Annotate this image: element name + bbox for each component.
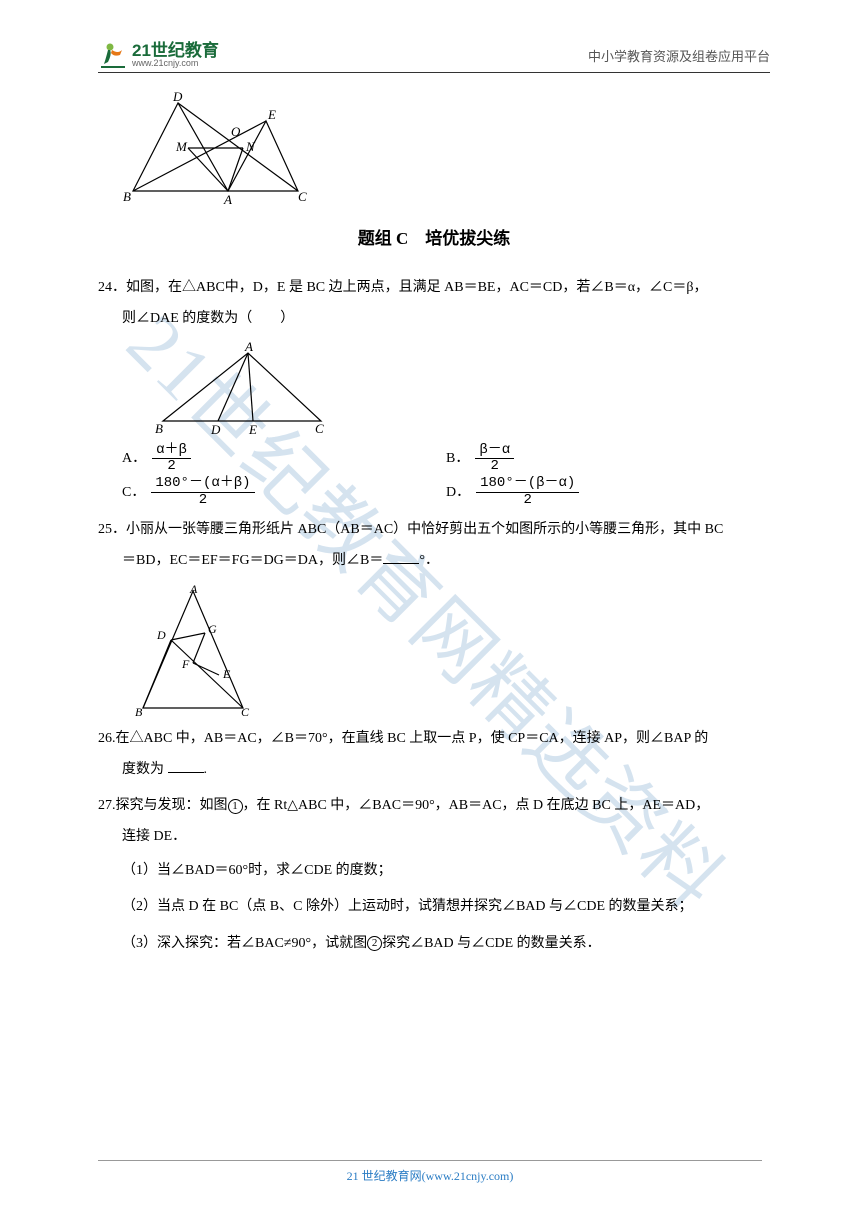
svg-text:M: M xyxy=(175,139,188,154)
q24-text: 如图，在△ABC中，D，E 是 BC 边上两点，且满足 AB＝BE，AC＝CD，… xyxy=(126,280,708,295)
q24-optC-label: C． xyxy=(122,476,145,510)
svg-text:D: D xyxy=(156,628,166,642)
content: D E O M N B A C 题组 C 培优拔尖练 24．如图，在△ABC中，… xyxy=(98,91,770,962)
svg-text:E: E xyxy=(222,667,231,681)
svg-text:O: O xyxy=(231,124,241,139)
q27-circ2: 2 xyxy=(367,936,382,951)
q26-text1: 在△ABC 中，AB＝AC，∠B＝70°，在直线 BC 上取一点 P，使 CP＝… xyxy=(116,731,709,746)
svg-text:F: F xyxy=(181,657,190,671)
page-footer: 21 世纪教育网(www.21cnjy.com) xyxy=(98,1160,762,1184)
figure-q24: A B D E C xyxy=(153,341,770,436)
logo-icon xyxy=(98,40,128,70)
logo: 21世纪教育 www.21cnjy.com xyxy=(98,40,219,70)
q27-text1b: ，在 Rt△ABC 中，∠BAC＝90°，AB＝AC，点 D 在底边 BC 上，… xyxy=(243,798,710,813)
svg-text:D: D xyxy=(210,422,221,436)
q25-text2: ＝BD，EC＝EF＝FG＝DG＝DA，则∠B＝ xyxy=(122,553,383,568)
svg-text:E: E xyxy=(248,422,257,436)
q25-text1: 小丽从一张等腰三角形纸片 ABC（AB＝AC）中恰好剪出五个如图所示的小等腰三角… xyxy=(126,522,723,537)
q27-num: 27. xyxy=(98,798,116,813)
q24-option-c: C． 180°－(α＋β)2 xyxy=(122,476,446,510)
figure-q23: D E O M N B A C xyxy=(118,91,770,206)
question-25: 25．小丽从一张等腰三角形纸片 ABC（AB＝AC）中恰好剪出五个如图所示的小等… xyxy=(98,515,770,718)
header-right-text: 中小学教育资源及组卷应用平台 xyxy=(588,46,770,65)
q25-blank[interactable] xyxy=(383,550,419,564)
page-header: 21世纪教育 www.21cnjy.com 中小学教育资源及组卷应用平台 xyxy=(98,40,770,73)
q27-sub2: （2）当点 D 在 BC（点 B、C 除外）上运动时，试猜想并探究∠BAD 与∠… xyxy=(98,889,770,925)
svg-text:C: C xyxy=(241,705,250,718)
svg-text:N: N xyxy=(245,139,256,154)
question-26: 26.在△ABC 中，AB＝AC，∠B＝70°，在直线 BC 上取一点 P，使 … xyxy=(98,724,770,786)
svg-text:E: E xyxy=(267,107,276,122)
q25-text2-suffix: °． xyxy=(419,553,439,568)
q24-optA-label: A． xyxy=(122,442,146,476)
svg-text:D: D xyxy=(172,91,183,104)
q24-optD-label: D． xyxy=(446,476,470,510)
page-container: 21世纪教育 www.21cnjy.com 中小学教育资源及组卷应用平台 D E xyxy=(0,0,860,1216)
q24-text2: 则∠DAE 的度数为（ ） xyxy=(98,304,770,335)
svg-text:C: C xyxy=(298,189,307,204)
q24-option-a: A． α＋β2 xyxy=(122,442,446,476)
q27-circ1: 1 xyxy=(228,799,243,814)
svg-text:A: A xyxy=(189,583,198,596)
q24-option-b: B． β－α2 xyxy=(446,442,770,476)
question-24: 24．如图，在△ABC中，D，E 是 BC 边上两点，且满足 AB＝BE，AC＝… xyxy=(98,273,770,509)
logo-url: www.21cnjy.com xyxy=(132,59,219,68)
q26-text2-suffix: . xyxy=(204,762,208,777)
q24-num: 24． xyxy=(98,280,126,295)
q27-text1: 探究与发现：如图 xyxy=(116,798,228,813)
q24-option-d: D． 180°－(β－α)2 xyxy=(446,476,770,510)
logo-cn: 21世纪教育 xyxy=(132,42,219,59)
section-title: 题组 C 培优拔尖练 xyxy=(98,220,770,257)
q27-sub3: （3）深入探究：若∠BAC≠90°，试就图2探究∠BAD 与∠CDE 的数量关系… xyxy=(98,926,770,962)
q26-num: 26. xyxy=(98,731,116,746)
svg-text:C: C xyxy=(315,421,324,436)
svg-text:B: B xyxy=(155,421,163,436)
q26-blank[interactable] xyxy=(168,759,204,773)
q26-text2: 度数为 xyxy=(122,762,168,777)
figure-q25: A D G F E B C xyxy=(133,583,770,718)
q24-optB-label: B． xyxy=(446,442,469,476)
svg-text:A: A xyxy=(223,192,232,206)
svg-text:A: A xyxy=(244,341,253,354)
logo-text-block: 21世纪教育 www.21cnjy.com xyxy=(132,42,219,68)
svg-text:B: B xyxy=(123,189,131,204)
svg-text:G: G xyxy=(208,622,217,636)
question-27: 27.探究与发现：如图1，在 Rt△ABC 中，∠BAC＝90°，AB＝AC，点… xyxy=(98,791,770,962)
q27-text2: 连接 DE． xyxy=(98,822,770,853)
q25-num: 25． xyxy=(98,522,126,537)
q24-options: A． α＋β2 B． β－α2 C． 180°－(α＋β)2 D． xyxy=(98,442,770,509)
svg-text:B: B xyxy=(135,705,143,718)
q27-sub1: （1）当∠BAD＝60°时，求∠CDE 的度数； xyxy=(98,853,770,889)
